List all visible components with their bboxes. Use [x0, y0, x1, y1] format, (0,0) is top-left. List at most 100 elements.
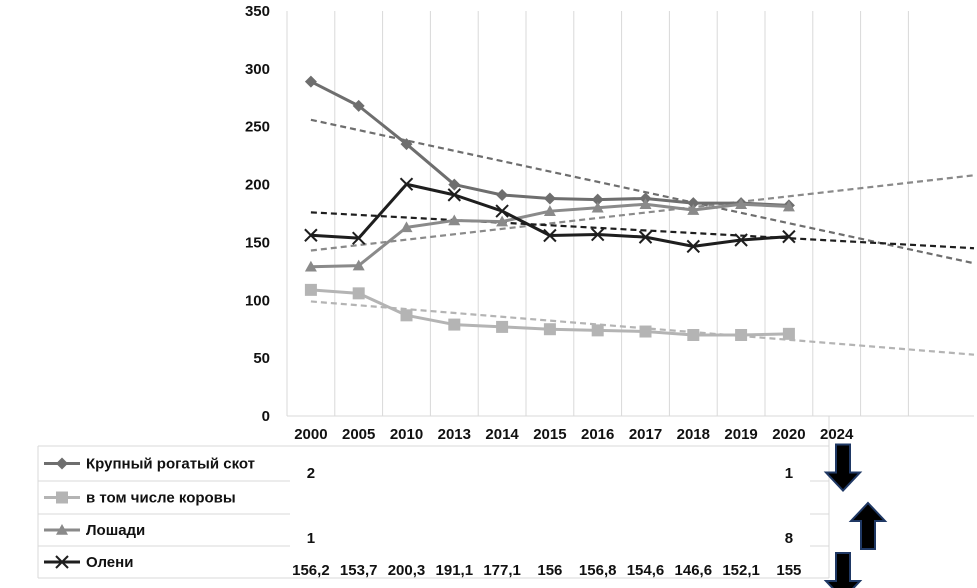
data-point-triangle	[400, 221, 413, 233]
legend-label: в том числе коровы	[86, 490, 236, 507]
x-tick-label: 2000	[294, 426, 327, 443]
x-tick-label: 2020	[772, 426, 805, 443]
x-stroke	[351, 231, 366, 245]
x-stroke	[638, 230, 653, 244]
x-tick-label: 2019	[724, 426, 757, 443]
table-cell-value: 156	[537, 562, 562, 579]
grid	[286, 11, 974, 417]
legend-label: Лошади	[86, 522, 145, 539]
table-cell-value: 8	[785, 530, 793, 547]
table-cell-value: 177,1	[483, 562, 521, 579]
x-tick-label: 2018	[677, 426, 710, 443]
data-point-square	[782, 327, 795, 340]
data-point-square	[400, 309, 413, 322]
data-point-diamond	[591, 193, 604, 206]
data-point-triangle	[543, 205, 556, 216]
data-point-x	[399, 177, 414, 191]
x-stroke	[304, 228, 318, 242]
x-stroke	[686, 239, 701, 254]
y-tick-label: 0	[262, 408, 270, 425]
x-tick-label: 2010	[390, 426, 423, 443]
data-table: Крупный рогатый скот 2 1 в том числе коровы…	[37, 416, 830, 579]
data-point-triangle	[304, 260, 317, 272]
legend-label: Крупный рогатый скот	[86, 456, 255, 473]
data-point-square	[56, 491, 68, 504]
data-point-diamond	[687, 197, 700, 210]
data-point-triangle	[591, 201, 604, 213]
data-point-square	[304, 283, 317, 296]
data-point-diamond	[496, 188, 509, 201]
data-point-diamond	[304, 75, 317, 88]
table-cell-value: 200,3	[388, 562, 426, 579]
y-tick-label: 200	[245, 177, 270, 194]
table-cell-value: 156,8	[579, 562, 617, 579]
legend-label: Олени	[86, 554, 133, 571]
data-point-triangle	[56, 524, 68, 535]
data-point-x	[782, 229, 796, 244]
x-stroke	[447, 188, 462, 202]
data-point-triangle	[496, 215, 509, 227]
data-point-x	[686, 239, 701, 254]
data-point-diamond	[352, 99, 365, 112]
x-stroke	[782, 229, 796, 244]
table-cell-value: 146,6	[675, 562, 713, 579]
data-point-triangle	[639, 198, 652, 210]
x-tick-label: 2016	[581, 426, 614, 443]
data-point-x	[304, 228, 318, 242]
x-stroke	[495, 204, 509, 218]
data-point-triangle	[735, 198, 748, 210]
data-point-square	[352, 287, 365, 300]
x-tick-label: 2005	[342, 426, 375, 443]
data-point-diamond	[448, 178, 461, 191]
data-point-square	[543, 323, 556, 336]
x-stroke	[543, 228, 557, 243]
data-point-triangle	[687, 204, 700, 215]
trendline	[310, 118, 975, 265]
x-tick-label: 2024	[820, 426, 854, 443]
arrow-down-icon	[823, 443, 863, 492]
y-axis-ticks: 0 50 100 150 200 250 300 350	[245, 3, 270, 425]
y-tick-label: 250	[245, 119, 270, 136]
table-cell-value: 156,2	[292, 562, 330, 579]
data-point-x	[543, 228, 557, 243]
arrow-up-icon	[848, 501, 888, 550]
trend-arrows	[823, 443, 888, 588]
data-point-x	[734, 233, 748, 247]
trendline	[310, 211, 975, 250]
x-tick-label: 2015	[533, 426, 566, 443]
data-point-square	[639, 325, 652, 338]
data-point-x	[351, 231, 366, 245]
x-tick-label: 2017	[629, 426, 662, 443]
data-point-square	[496, 320, 509, 333]
data-point-x	[55, 555, 69, 569]
data-point-triangle	[448, 214, 461, 226]
data-point-diamond	[543, 192, 556, 205]
y-tick-label: 150	[245, 234, 270, 251]
data-point-triangle	[782, 200, 795, 212]
data-point-x	[495, 204, 509, 218]
data-point-square	[735, 329, 748, 341]
data-point-x	[638, 230, 653, 244]
x-stroke	[399, 177, 414, 191]
data-point-x	[447, 188, 462, 202]
y-tick-label: 100	[245, 292, 270, 309]
y-tick-label: 350	[245, 3, 270, 20]
table-cell-value: 155	[776, 562, 801, 579]
x-tick-label: 2014	[485, 426, 519, 443]
data-point-diamond	[56, 457, 68, 470]
y-tick-label: 300	[245, 61, 270, 78]
data-point-square	[591, 324, 604, 337]
table-cell-value: 153,7	[340, 562, 378, 579]
table-cell-value: 2	[307, 465, 315, 482]
x-axis-ticks: 2000 2005 2010 2013 2014 2015 2016 2017 2018 2019…	[294, 426, 854, 443]
data-point-square	[687, 329, 700, 341]
x-stroke	[55, 555, 69, 569]
trendline	[310, 174, 975, 252]
x-tick-label: 2013	[438, 426, 471, 443]
table-cell-value: 1	[307, 530, 315, 547]
y-tick-label: 50	[253, 350, 270, 367]
table-mask	[290, 447, 810, 577]
arrow-down-icon	[823, 552, 863, 588]
x-stroke	[590, 227, 605, 242]
